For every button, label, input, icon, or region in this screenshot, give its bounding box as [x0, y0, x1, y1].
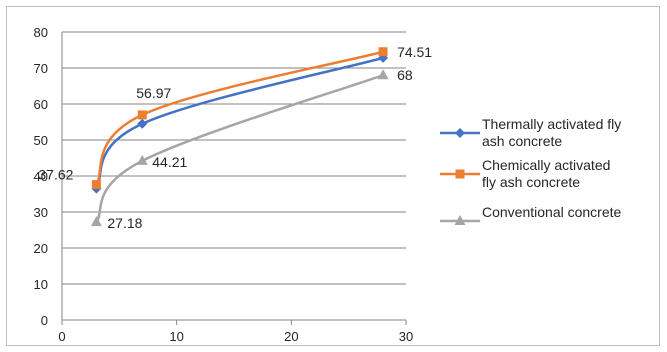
legend-label-chemical: Chemically activated [482, 157, 610, 173]
data-label-chemical: 37.62 [38, 167, 73, 183]
gridlines [62, 31, 406, 285]
data-point-chemical [137, 110, 147, 120]
y-tick-label: 30 [34, 205, 48, 220]
y-tick-label: 0 [41, 313, 48, 328]
data-label-conventional: 68 [397, 67, 413, 83]
data-point-thermal [137, 118, 148, 129]
data-point-conventional [377, 69, 389, 80]
x-axis-ticks: 0 10 20 30 [58, 329, 413, 344]
y-tick-label: 70 [34, 61, 48, 76]
x-tick-label: 10 [169, 329, 183, 344]
x-tick-label: 20 [284, 329, 298, 344]
legend-label-chemical: fly ash concrete [482, 174, 580, 190]
data-point-conventional [90, 216, 102, 227]
legend-marker-conventional [454, 215, 466, 225]
data-label-conventional: 27.18 [107, 215, 142, 231]
y-tick-label: 50 [34, 133, 48, 148]
legend-label-thermal: Thermally activated fly [482, 116, 621, 132]
series-markers [90, 47, 389, 227]
legend-label-thermal: ash concrete [482, 133, 562, 149]
data-label-chemical: 56.97 [136, 85, 171, 101]
legend-item-conventional: Conventional concrete [440, 204, 622, 225]
legend-marker-thermal [455, 128, 465, 138]
y-tick-label: 60 [34, 97, 48, 112]
x-tick-label: 30 [399, 329, 413, 344]
data-label-chemical: 74.51 [397, 44, 432, 60]
legend-marker-chemical [455, 169, 465, 179]
y-tick-label: 80 [34, 25, 48, 40]
axes [61, 32, 407, 325]
y-tick-label: 40 [34, 169, 48, 184]
y-axis-ticks: 0 10 20 30 40 50 60 70 80 [34, 25, 48, 328]
data-point-chemical [91, 180, 101, 190]
legend-label-conventional: Conventional concrete [482, 204, 622, 220]
y-tick-label: 20 [34, 241, 48, 256]
series-lines [95, 50, 384, 223]
data-point-chemical [378, 47, 388, 57]
y-tick-label: 10 [34, 277, 48, 292]
series-line-conventional [95, 74, 384, 223]
series-line-chemical [95, 50, 384, 186]
data-label-conventional: 44.21 [152, 154, 187, 170]
x-tick-label: 0 [58, 329, 65, 344]
data-labels: 37.62 56.97 74.51 27.18 44.21 68 [38, 44, 432, 231]
data-point-conventional [136, 154, 148, 165]
